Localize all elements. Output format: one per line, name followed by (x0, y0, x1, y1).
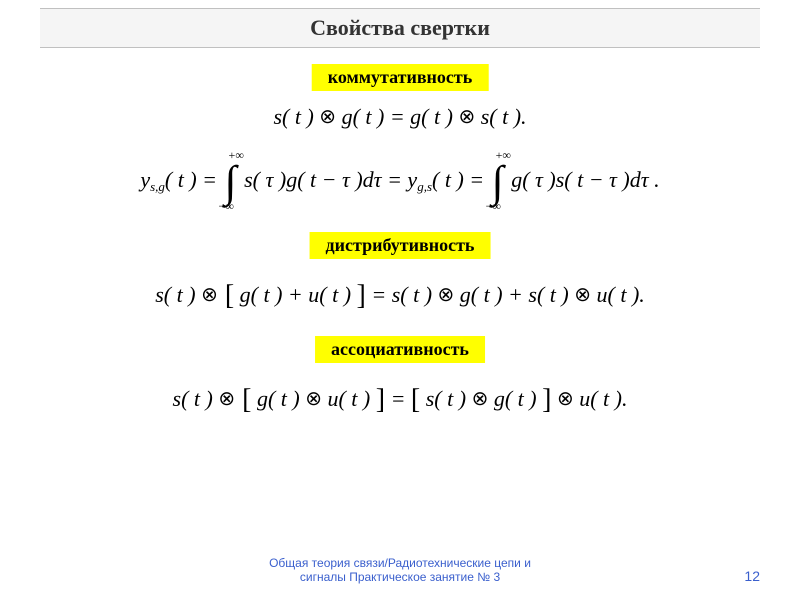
label-distributivity-text: дистрибутивность (326, 235, 475, 255)
sub-gs: g,s (417, 179, 432, 194)
int-upper-1: +∞ (229, 148, 244, 163)
page-number: 12 (744, 568, 760, 584)
footer-line-1: Общая теория связи/Радиотехнические цепи… (269, 556, 531, 570)
int-upper-2: +∞ (496, 148, 511, 163)
slide-title: Свойства свертки (310, 15, 490, 41)
args-sg: ( t ) = (165, 167, 223, 192)
integrand-1: s( τ )g( t − τ )dτ (244, 167, 381, 192)
integral-icon: +∞ ∫ −∞ (225, 160, 237, 204)
args-gs: ( t ) = (432, 167, 490, 192)
label-commutativity: коммутативность (312, 64, 489, 91)
label-associativity: ассоциативность (315, 336, 485, 363)
eq-associativity: s( t ) ⊗ [ g( t ) ⊗ u( t ) ] = [ s( t ) … (0, 384, 800, 416)
slide: Свойства свертки коммутативность s( t ) … (0, 0, 800, 600)
label-associativity-text: ассоциативность (331, 339, 469, 359)
mid-y: = y (387, 167, 417, 192)
footer-line-2: сигналы Практическое занятие № 3 (300, 570, 500, 584)
integral-icon: +∞ ∫ −∞ (492, 160, 504, 204)
eq-commutativity-main: s( t ) ⊗ g( t ) = g( t ) ⊗ s( t ). (0, 104, 800, 130)
eq-distributivity: s( t ) ⊗ [ g( t ) + u( t ) ] = s( t ) ⊗ … (0, 280, 800, 312)
label-distributivity: дистрибутивность (310, 232, 491, 259)
eq-commutativity-integral: ys,g( t ) = +∞ ∫ −∞ s( τ )g( t − τ )dτ =… (0, 160, 800, 204)
int-lower-2: −∞ (486, 199, 501, 214)
int-lower-1: −∞ (219, 199, 234, 214)
title-bar: Свойства свертки (40, 8, 760, 48)
integrand-2: g( τ )s( t − τ )dτ . (511, 167, 659, 192)
label-commutativity-text: коммутативность (328, 67, 473, 87)
sub-sg: s,g (150, 179, 165, 194)
footer: Общая теория связи/Радиотехнические цепи… (0, 556, 800, 584)
